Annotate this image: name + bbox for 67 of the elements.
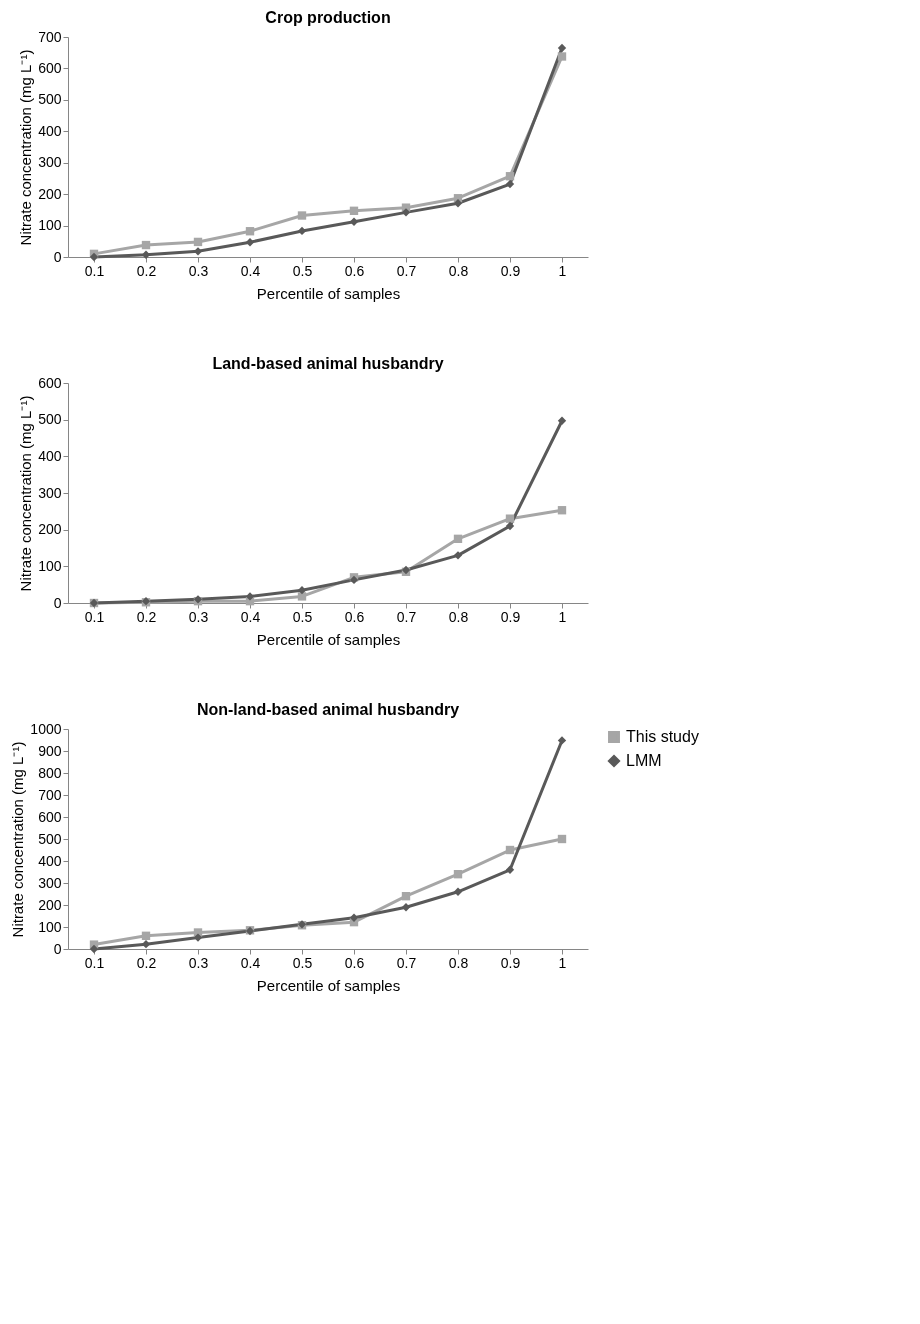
y-axis-title: Nitrate concentration (mg L⁻¹) xyxy=(9,741,27,938)
x-tick-label: 0.2 xyxy=(136,608,157,625)
y-tick-label: 400 xyxy=(38,122,62,139)
y-tick-label: 0 xyxy=(53,940,62,957)
x-tick-label: 0.3 xyxy=(188,954,209,971)
x-tick-label: 0.9 xyxy=(500,954,521,971)
x-axis-title: Percentile of samples xyxy=(256,284,401,302)
x-tick-label: 0.5 xyxy=(292,262,313,279)
x-tick-label: 0.6 xyxy=(344,608,365,625)
x-tick-label: 0.2 xyxy=(136,954,157,971)
y-tick-label: 600 xyxy=(38,59,62,76)
x-axis-title: Percentile of samples xyxy=(256,976,401,994)
y-tick-label: 0 xyxy=(53,594,62,611)
y-tick-label: 500 xyxy=(38,830,62,847)
y-tick-label: 0 xyxy=(53,248,62,265)
x-tick-label: 0.1 xyxy=(84,262,105,279)
x-tick-label: 0.7 xyxy=(396,608,417,625)
y-tick-label: 700 xyxy=(38,28,62,45)
legend-label: This study xyxy=(626,728,699,745)
chart-title: Crop production xyxy=(265,9,391,26)
y-tick-label: 100 xyxy=(38,217,62,234)
x-axis-title: Percentile of samples xyxy=(256,630,401,648)
x-tick-label: 0.8 xyxy=(448,954,469,971)
y-tick-label: 1000 xyxy=(30,720,62,737)
x-tick-label: 0.1 xyxy=(84,608,105,625)
x-tick-label: 0.9 xyxy=(500,262,521,279)
y-tick-label: 300 xyxy=(38,154,62,171)
y-tick-label: 600 xyxy=(38,374,62,391)
x-tick-label: 0.4 xyxy=(240,262,261,279)
x-tick-label: 0.1 xyxy=(84,954,105,971)
x-tick-label: 0.8 xyxy=(448,608,469,625)
x-tick-label: 0.8 xyxy=(448,262,469,279)
x-tick-label: 0.3 xyxy=(188,262,209,279)
y-tick-label: 600 xyxy=(38,808,62,825)
y-tick-label: 300 xyxy=(38,484,62,501)
x-tick-label: 0.9 xyxy=(500,608,521,625)
x-tick-label: 0.6 xyxy=(344,954,365,971)
y-tick-label: 500 xyxy=(38,91,62,108)
chart-title: Non-land-based animal husbandry xyxy=(196,701,460,718)
x-tick-label: 0.6 xyxy=(344,262,365,279)
legend-label: LMM xyxy=(626,752,662,769)
y-tick-label: 300 xyxy=(38,874,62,891)
y-tick-label: 400 xyxy=(38,852,62,869)
x-tick-label: 0.2 xyxy=(136,262,157,279)
x-tick-label: 0.7 xyxy=(396,262,417,279)
y-tick-label: 100 xyxy=(38,918,62,935)
x-tick-label: 1 xyxy=(558,262,567,279)
x-tick-label: 0.3 xyxy=(188,608,209,625)
y-tick-label: 700 xyxy=(38,786,62,803)
x-tick-label: 0.4 xyxy=(240,608,261,625)
y-axis-title: Nitrate concentration (mg L⁻¹) xyxy=(17,49,35,246)
y-tick-label: 100 xyxy=(38,557,62,574)
y-tick-label: 200 xyxy=(38,896,62,913)
x-tick-label: 0.4 xyxy=(240,954,261,971)
y-tick-label: 400 xyxy=(38,447,62,464)
y-tick-label: 200 xyxy=(38,185,62,202)
y-tick-label: 200 xyxy=(38,521,62,538)
x-tick-label: 1 xyxy=(558,608,567,625)
y-tick-label: 900 xyxy=(38,742,62,759)
x-tick-label: 1 xyxy=(558,954,567,971)
x-tick-label: 0.7 xyxy=(396,954,417,971)
chart-title: Land-based animal husbandry xyxy=(212,355,444,372)
y-tick-label: 500 xyxy=(38,411,62,428)
y-tick-label: 800 xyxy=(38,764,62,781)
x-tick-label: 0.5 xyxy=(292,954,313,971)
y-axis-title: Nitrate concentration (mg L⁻¹) xyxy=(17,395,35,592)
x-tick-label: 0.5 xyxy=(292,608,313,625)
